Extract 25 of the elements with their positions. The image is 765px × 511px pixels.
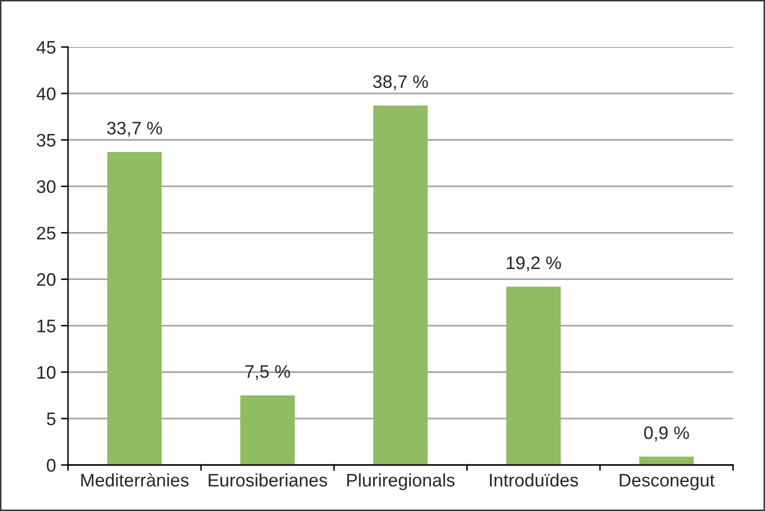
x-tick-label: Introduïdes [490,473,578,487]
y-tick-label: 25 [37,226,56,240]
x-tick-label: Pluriregionals [347,473,455,490]
data-label: 33,7 % [107,122,162,137]
y-tick-label: 0 [46,458,56,472]
data-label: 7,5 % [245,365,290,380]
bar [639,456,694,465]
y-tick-label: 45 [36,41,56,54]
x-tick-label: Mediterrànies [81,473,189,487]
y-tick-label: 20 [37,273,56,286]
y-tick-label: 35 [36,134,56,147]
data-label: 19,2 % [506,256,561,272]
bar [506,286,561,465]
data-label: 38,7 % [373,75,428,90]
y-tick-label: 40 [36,87,56,100]
bar [240,395,295,465]
y-tick-label: 10 [37,366,56,379]
y-tick-label: 30 [36,180,56,194]
bar [373,106,428,465]
x-tick-label: Desconegut [620,474,715,490]
y-tick-label: 15 [37,320,56,332]
bar [107,152,162,465]
x-tick-label: Eurosiberianes [208,473,328,487]
data-label: 0,9 % [644,426,689,442]
y-tick-label: 5 [46,412,56,426]
